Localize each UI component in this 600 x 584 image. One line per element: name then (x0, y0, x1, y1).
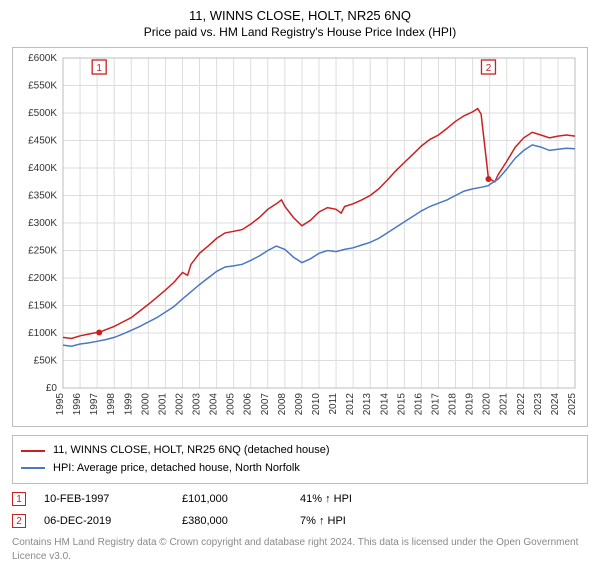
svg-text:£400K: £400K (28, 163, 57, 174)
svg-text:2020: 2020 (482, 393, 493, 416)
svg-text:1999: 1999 (123, 393, 134, 416)
chart-plot-area: £0 £50K £100K £150K £200K £250K £300K £350K £400… (12, 47, 588, 427)
legend-swatch-1 (21, 450, 45, 452)
svg-text:2009: 2009 (294, 393, 305, 416)
chart-title: 11, WINNS CLOSE, HOLT, NR25 6NQ (12, 8, 588, 23)
legend-label-1: 11, WINNS CLOSE, HOLT, NR25 6NQ (detache… (53, 442, 330, 460)
svg-text:£100K: £100K (28, 328, 57, 339)
sale-price-2: £380,000 (182, 515, 282, 527)
svg-text:2002: 2002 (174, 393, 185, 416)
svg-text:2006: 2006 (243, 393, 254, 416)
svg-text:1998: 1998 (106, 393, 117, 416)
svg-text:2011: 2011 (328, 393, 339, 415)
sale-row-1: 1 10-FEB-1997 £101,000 41% ↑ HPI (12, 492, 588, 506)
svg-text:£150K: £150K (28, 301, 57, 312)
svg-text:£0: £0 (46, 383, 58, 394)
svg-text:1995: 1995 (55, 393, 66, 416)
legend-box: 11, WINNS CLOSE, HOLT, NR25 6NQ (detache… (12, 435, 588, 484)
svg-text:£300K: £300K (28, 218, 57, 229)
svg-text:2023: 2023 (533, 393, 544, 416)
chart-container: 11, WINNS CLOSE, HOLT, NR25 6NQ Price pa… (0, 0, 600, 584)
svg-text:2004: 2004 (209, 393, 220, 416)
svg-text:2016: 2016 (413, 393, 424, 416)
svg-text:2007: 2007 (260, 393, 271, 416)
chart-svg: £0 £50K £100K £150K £200K £250K £300K £350K £400… (13, 48, 589, 428)
svg-text:£550K: £550K (28, 81, 57, 92)
svg-text:£250K: £250K (28, 246, 57, 257)
svg-text:£50K: £50K (34, 356, 58, 367)
svg-text:2015: 2015 (396, 393, 407, 416)
svg-text:2010: 2010 (311, 393, 322, 416)
chart-subtitle: Price paid vs. HM Land Registry's House … (12, 25, 588, 39)
legend-swatch-2 (21, 467, 45, 469)
svg-text:2022: 2022 (516, 393, 527, 416)
svg-text:£350K: £350K (28, 191, 57, 202)
legend-row-series2: HPI: Average price, detached house, Nort… (21, 460, 579, 478)
svg-text:1: 1 (96, 63, 102, 74)
sale-marker-1: 1 (12, 492, 26, 506)
sale-pct-1: 41% ↑ HPI (300, 493, 352, 505)
legend-row-series1: 11, WINNS CLOSE, HOLT, NR25 6NQ (detache… (21, 442, 579, 460)
sale-pct-2: 7% ↑ HPI (300, 515, 346, 527)
sale-marker-2: 2 (12, 514, 26, 528)
svg-text:2003: 2003 (192, 393, 203, 416)
legend-label-2: HPI: Average price, detached house, Nort… (53, 460, 300, 478)
svg-text:2025: 2025 (567, 393, 578, 416)
svg-text:2005: 2005 (226, 393, 237, 416)
svg-text:2012: 2012 (345, 393, 356, 416)
svg-text:2024: 2024 (550, 393, 561, 416)
svg-text:2013: 2013 (362, 393, 373, 416)
svg-text:2014: 2014 (379, 393, 390, 416)
sale-price-1: £101,000 (182, 493, 282, 505)
svg-text:2008: 2008 (277, 393, 288, 416)
svg-text:1996: 1996 (72, 393, 83, 416)
svg-text:2000: 2000 (140, 393, 151, 416)
sale-date-2: 06-DEC-2019 (44, 515, 164, 527)
svg-text:£600K: £600K (28, 53, 57, 64)
svg-text:2021: 2021 (499, 393, 510, 416)
svg-text:2018: 2018 (448, 393, 459, 416)
svg-text:1997: 1997 (89, 393, 100, 416)
svg-text:2: 2 (486, 63, 492, 74)
svg-text:2001: 2001 (157, 393, 168, 416)
sale-date-1: 10-FEB-1997 (44, 493, 164, 505)
svg-text:2017: 2017 (430, 393, 441, 416)
svg-text:£450K: £450K (28, 136, 57, 147)
sale-row-2: 2 06-DEC-2019 £380,000 7% ↑ HPI (12, 514, 588, 528)
svg-text:£200K: £200K (28, 273, 57, 284)
svg-text:£500K: £500K (28, 108, 57, 119)
svg-text:2019: 2019 (465, 393, 476, 416)
